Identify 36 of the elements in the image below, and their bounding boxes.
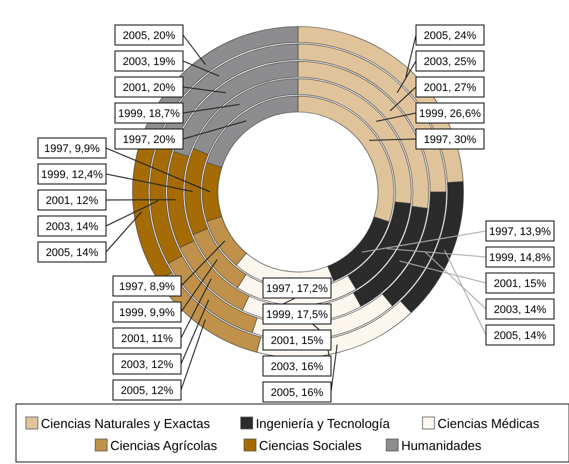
legend-label: Ingeniería y Tecnología <box>256 416 391 431</box>
data-label: 2003, 12% <box>120 359 174 371</box>
data-label: 2005, 14% <box>494 330 547 342</box>
data-label: 2001, 15% <box>494 278 547 290</box>
data-label: 2003, 16% <box>270 361 324 373</box>
data-label: 2001, 11% <box>121 333 174 345</box>
data-label: 1999, 14,8% <box>489 252 552 264</box>
data-label: 2003, 25% <box>424 56 477 68</box>
legend-label: Ciencias Médicas <box>438 416 540 431</box>
data-label: 2005, 14% <box>46 247 99 259</box>
data-label: 2005, 20% <box>122 30 176 42</box>
data-label: 1999, 9,9% <box>119 307 176 319</box>
data-label: 2001, 15% <box>270 335 324 347</box>
data-label: 1999, 26,6% <box>419 108 482 120</box>
data-label: 2003, 14% <box>494 304 547 316</box>
data-label: 1997, 9,9% <box>44 143 100 155</box>
data-label: 2003, 14% <box>46 221 99 233</box>
legend-label: Ciencias Agrícolas <box>110 438 218 453</box>
data-label: 2005, 12% <box>120 385 174 397</box>
data-label: 1997, 20% <box>122 134 176 146</box>
legend-label: Ciencias Naturales y Exactas <box>40 416 210 431</box>
data-label: 1997, 13,9% <box>489 226 552 238</box>
legend-label: Humanidades <box>401 438 482 453</box>
data-label: 2001, 12% <box>46 195 99 207</box>
data-label: 2001, 27% <box>424 82 477 94</box>
data-label: 1999, 17,5% <box>266 309 328 321</box>
data-label: 2003, 19% <box>122 56 176 68</box>
data-label: 1997, 30% <box>424 134 477 146</box>
legend-label: Ciencias Sociales <box>259 438 362 453</box>
data-label: 1999, 18,7% <box>118 108 180 120</box>
data-label: 2005, 24% <box>424 30 477 42</box>
data-label: 2005, 16% <box>270 387 324 399</box>
data-label: 1997, 8,9% <box>119 281 176 293</box>
data-label: 2001, 20% <box>122 82 176 94</box>
data-label: 1999, 12,4% <box>41 169 104 181</box>
data-label: 1997, 17,2% <box>266 283 328 295</box>
